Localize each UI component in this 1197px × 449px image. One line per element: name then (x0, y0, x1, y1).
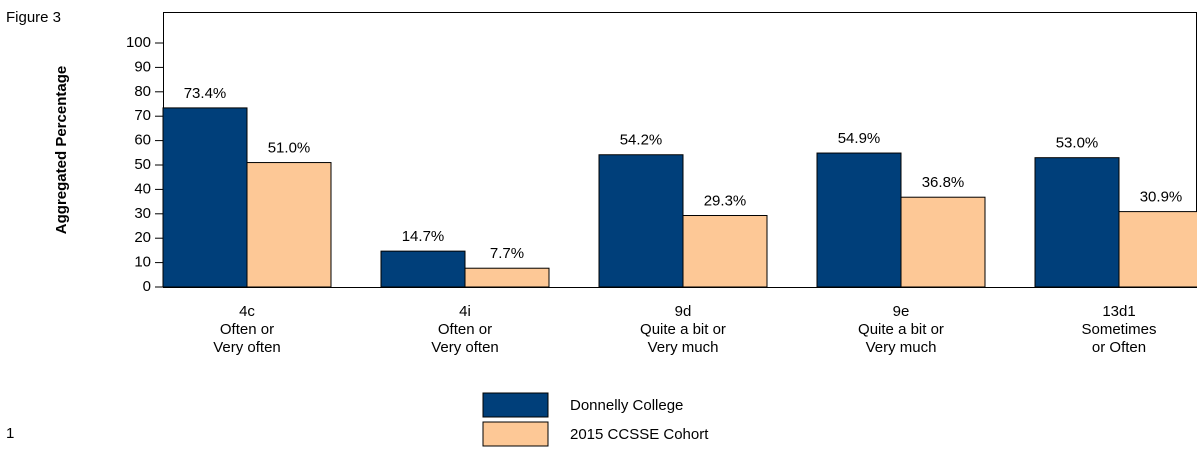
value-label: 51.0% (268, 140, 311, 157)
x-tick-label-line: Quite a bit or (640, 321, 726, 338)
value-label: 54.2% (620, 132, 663, 149)
x-tick-label-line: 4i (459, 303, 471, 320)
legend-swatch (482, 392, 549, 418)
x-tick-label-line: 9d (675, 303, 692, 320)
y-tick-label: 100 (126, 34, 151, 51)
y-tick-label: 70 (134, 107, 151, 124)
x-tick-label-line: Sometimes (1081, 321, 1156, 338)
x-tick-label: 4i Often or Very often (431, 303, 499, 356)
value-label: 14.7% (402, 228, 445, 245)
x-tick-label: 9e Quite a bit or Very much (858, 303, 944, 356)
y-tick-label: 20 (134, 229, 151, 246)
value-label: 54.9% (838, 130, 881, 147)
x-tick-label: 9d Quite a bit or Very much (640, 303, 726, 356)
y-tick-label: 50 (134, 156, 151, 173)
x-tick-label-line: Very much (866, 339, 937, 356)
value-label: 29.3% (704, 192, 747, 209)
y-axis-label: Aggregated Percentage (53, 66, 70, 234)
bar (1118, 211, 1197, 288)
x-tick-label-line: 4c (239, 303, 255, 320)
legend-label: Donnelly College (570, 397, 683, 414)
figure-label: Figure 3 (6, 9, 61, 26)
x-tick-label: 4c Often or Very often (213, 303, 281, 356)
x-tick-label-line: Often or (438, 321, 492, 338)
bar (464, 267, 550, 288)
y-tick-label: 80 (134, 83, 151, 100)
bar (682, 215, 768, 288)
x-tick-label-line: Very often (213, 339, 281, 356)
x-tick-label-line: Quite a bit or (858, 321, 944, 338)
bar (380, 250, 466, 288)
y-tick-label: 10 (134, 254, 151, 271)
x-tick-label-line: 9e (893, 303, 910, 320)
legend-label: 2015 CCSSE Cohort (570, 426, 709, 443)
y-tick-label: 40 (134, 180, 151, 197)
y-tick-label: 0 (143, 278, 151, 295)
y-tick-label: 90 (134, 58, 151, 75)
x-tick-label: 13d1 Sometimes or Often (1081, 303, 1156, 356)
bar (900, 196, 986, 288)
x-tick-label-line: 13d1 (1102, 303, 1135, 320)
x-tick-label-line: Very often (431, 339, 499, 356)
legend-swatch (482, 421, 549, 447)
bar (598, 154, 684, 288)
x-tick-label-line: Often or (220, 321, 274, 338)
bar (246, 162, 332, 288)
value-label: 53.0% (1056, 135, 1099, 152)
y-tick-label: 60 (134, 132, 151, 149)
value-label: 36.8% (922, 174, 965, 191)
bar (1034, 157, 1120, 288)
value-label: 73.4% (184, 85, 227, 102)
value-label: 7.7% (490, 245, 524, 262)
bar (162, 107, 248, 288)
bar (816, 152, 902, 288)
x-tick-label-line: or Often (1092, 339, 1146, 356)
page-number: 1 (6, 425, 14, 442)
value-label: 30.9% (1140, 189, 1183, 206)
x-tick-label-line: Very much (648, 339, 719, 356)
y-tick-label: 30 (134, 205, 151, 222)
